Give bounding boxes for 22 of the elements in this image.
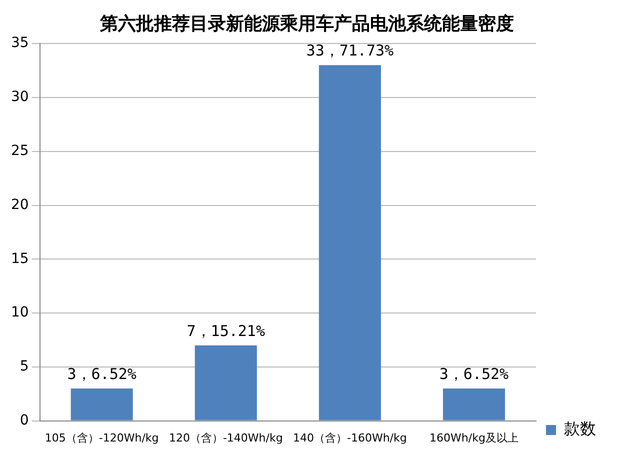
chart-title: 第六批推荐目录新能源乘用车产品电池系统能量密度	[99, 13, 514, 34]
y-tick-label: 30	[10, 89, 29, 106]
text: 3，6.52%	[439, 364, 509, 383]
y-tick-label: 10	[10, 304, 29, 321]
y-tick-label: 35	[10, 35, 29, 52]
text: 3，6.52%	[67, 364, 136, 383]
text: 7，15.21%	[186, 322, 265, 340]
y-tick-label: 5	[20, 358, 29, 375]
x-tick-label: 140（含）-160Wh/kg	[292, 431, 407, 444]
text: 33，71.73%	[306, 42, 394, 60]
x-tick-label: 160Wh/kg及以上	[430, 431, 518, 444]
x-tick-label: 120（含）-140Wh/kg	[168, 431, 283, 444]
y-tick-label: 0	[20, 412, 29, 428]
y-tick-label: 20	[10, 196, 29, 213]
y-tick-label: 25	[10, 143, 29, 160]
bar	[318, 65, 381, 420]
bar	[194, 345, 257, 420]
bar	[442, 388, 505, 420]
bar	[70, 388, 133, 420]
x-tick-label: 105（含）-120Wh/kg	[44, 431, 159, 444]
legend-label: 款数	[564, 419, 596, 438]
y-tick-label: 15	[10, 250, 29, 267]
